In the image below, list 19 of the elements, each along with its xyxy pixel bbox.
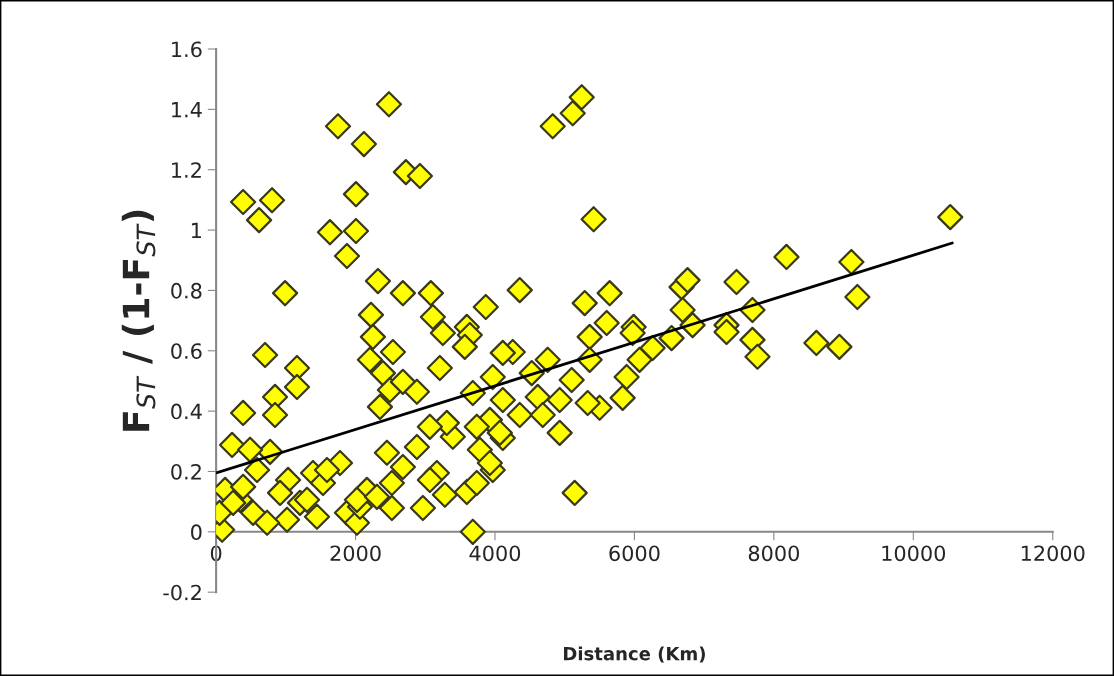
x-tick-label: 0: [210, 545, 222, 562]
x-axis-title: Distance (Km): [564, 646, 705, 663]
y-tick-label: 1.2: [172, 162, 201, 178]
x-tick-label: 10000: [882, 545, 946, 562]
y-tick-label: 1.6: [172, 41, 202, 58]
x-tick-label: 2000: [330, 545, 381, 562]
y-tick-label: 0.6: [171, 343, 202, 359]
y-tick-label: 1.4: [172, 102, 202, 118]
x-tick-label: 6000: [609, 545, 660, 562]
y-tick-label: -0.2: [163, 584, 201, 601]
y-tick-label: 1: [191, 222, 201, 238]
y-tick-label: 0.8: [171, 282, 202, 299]
y-tick-label: 0: [191, 524, 202, 541]
y-axis-title: F$_{ST}$ / (1-F$_{ST}$): [121, 210, 156, 431]
y-tick-label: 0.2: [171, 463, 201, 480]
x-tick-label: 12000: [1021, 545, 1085, 562]
x-tick-label: 4000: [469, 545, 521, 562]
x-tick-label: 8000: [748, 545, 799, 562]
y-tick-label: 0.4: [171, 403, 202, 420]
